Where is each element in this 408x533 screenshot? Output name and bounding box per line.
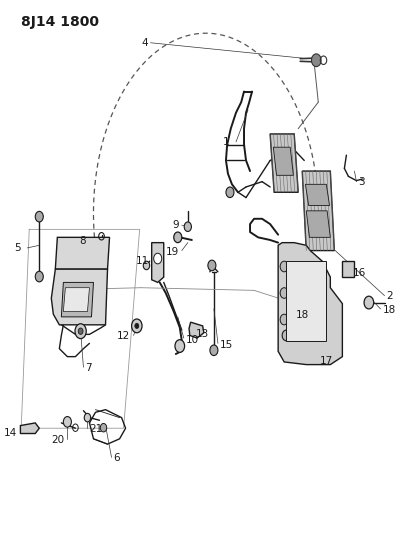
Polygon shape <box>189 322 204 338</box>
Circle shape <box>364 296 374 309</box>
Text: 8: 8 <box>80 236 86 246</box>
Text: 20: 20 <box>51 435 64 446</box>
Circle shape <box>35 212 43 222</box>
Polygon shape <box>152 243 164 282</box>
Text: 6: 6 <box>113 454 120 463</box>
Text: 8J14 1800: 8J14 1800 <box>21 14 99 29</box>
Text: 16: 16 <box>353 268 366 278</box>
Circle shape <box>135 323 139 328</box>
Polygon shape <box>51 269 108 325</box>
Text: 14: 14 <box>4 428 17 438</box>
Text: 12: 12 <box>117 332 131 342</box>
Circle shape <box>63 417 71 427</box>
Text: 13: 13 <box>196 329 209 339</box>
Text: 4: 4 <box>141 38 148 48</box>
Polygon shape <box>20 423 39 433</box>
Circle shape <box>280 261 288 272</box>
Polygon shape <box>302 171 334 251</box>
Circle shape <box>69 277 78 290</box>
Circle shape <box>75 324 86 338</box>
Circle shape <box>184 222 191 231</box>
Circle shape <box>280 314 288 325</box>
Text: 5: 5 <box>15 243 21 253</box>
Polygon shape <box>306 184 330 206</box>
Circle shape <box>210 345 218 356</box>
Circle shape <box>143 261 150 270</box>
Polygon shape <box>306 211 330 237</box>
Polygon shape <box>63 288 89 312</box>
Polygon shape <box>342 261 355 277</box>
Polygon shape <box>270 134 298 192</box>
Text: 7: 7 <box>85 364 92 373</box>
Polygon shape <box>61 282 93 317</box>
Text: 2: 2 <box>386 290 393 301</box>
Text: 1: 1 <box>222 137 229 147</box>
Text: 11: 11 <box>135 256 149 266</box>
Polygon shape <box>278 243 342 365</box>
Circle shape <box>311 54 321 67</box>
Polygon shape <box>55 237 109 269</box>
Polygon shape <box>273 147 293 175</box>
Text: 15: 15 <box>220 340 233 350</box>
Circle shape <box>100 423 107 432</box>
Circle shape <box>132 319 142 333</box>
Circle shape <box>175 340 184 352</box>
Circle shape <box>226 187 234 198</box>
Circle shape <box>208 260 216 271</box>
Text: 19: 19 <box>165 247 179 257</box>
Polygon shape <box>286 261 326 341</box>
Text: 17: 17 <box>320 356 334 366</box>
Circle shape <box>84 414 91 422</box>
Text: 9: 9 <box>172 220 179 230</box>
Circle shape <box>282 330 290 341</box>
Text: 18: 18 <box>296 310 309 320</box>
Text: 3: 3 <box>359 176 365 187</box>
Text: 10: 10 <box>186 335 199 345</box>
Circle shape <box>174 232 182 243</box>
Circle shape <box>154 253 162 264</box>
Text: 18: 18 <box>383 305 396 315</box>
Circle shape <box>78 328 83 334</box>
Text: 21: 21 <box>89 424 103 434</box>
Circle shape <box>280 288 288 298</box>
Circle shape <box>35 271 43 282</box>
